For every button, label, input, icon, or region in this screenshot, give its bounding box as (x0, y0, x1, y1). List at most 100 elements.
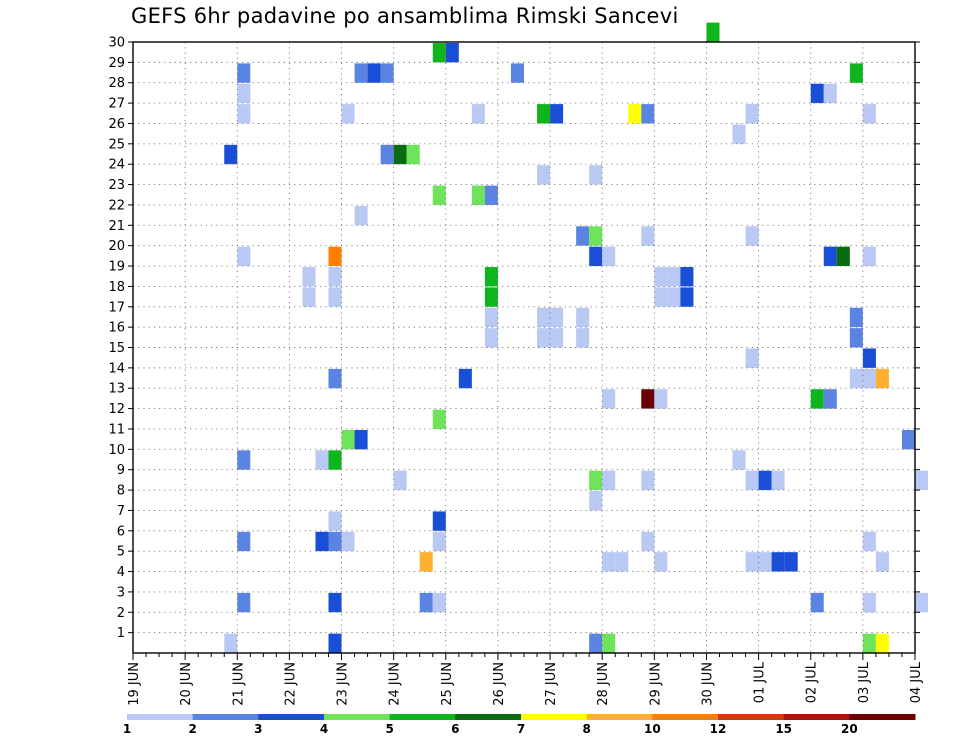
heatmap-cell (471, 104, 485, 124)
y-tick-label: 30 (108, 36, 125, 51)
heatmap-cell (771, 552, 785, 572)
y-tick-label: 23 (108, 178, 125, 193)
x-tick-label: 19 JUN (127, 662, 142, 706)
heatmap-cell (237, 531, 251, 552)
heatmap-cell (667, 287, 681, 307)
heatmap-cell (237, 83, 251, 104)
heatmap-cell (432, 531, 446, 552)
heatmap-cell (654, 389, 668, 409)
x-tick-label: 30 JUN (700, 662, 715, 706)
heatmap-cell (328, 511, 342, 531)
y-tick-label: 13 (108, 382, 125, 397)
heatmap-cell (328, 633, 342, 653)
heatmap-cell (380, 63, 394, 83)
heatmap-cell (237, 63, 251, 83)
heatmap-cell (315, 450, 329, 470)
colorbar-label: 12 (710, 722, 727, 736)
heatmap-cell (328, 592, 342, 613)
colorbar-swatch (652, 714, 719, 720)
x-tick-label: 20 JUN (179, 662, 194, 706)
heatmap-cell (354, 63, 368, 83)
heatmap-cell (680, 267, 694, 287)
colorbar-label: 5 (385, 722, 393, 736)
heatmap-cell (576, 307, 590, 328)
heatmap-cell (576, 328, 590, 348)
heatmap-cell (862, 633, 876, 653)
heatmap-cell (237, 450, 251, 470)
heatmap-cell (406, 144, 420, 165)
heatmap-cell (915, 470, 929, 491)
heatmap-cell (602, 470, 616, 491)
heatmap-cell (849, 328, 863, 348)
x-tick-label: 02 JUL (805, 661, 820, 703)
heatmap-cell (745, 552, 759, 572)
heatmap-cell (484, 185, 498, 205)
heatmap-cell (589, 226, 603, 246)
heatmap-cell (849, 63, 863, 83)
heatmap-cell (341, 429, 355, 450)
heatmap-cell (862, 246, 876, 267)
heatmap-cell (901, 429, 915, 450)
heatmap-cell (510, 63, 524, 83)
x-axis: 19 JUN 20 JUN 21 JUN 22 JUN 23 JUN 24 JUN 25 J… (127, 653, 924, 706)
y-tick-label: 2 (117, 606, 125, 621)
heatmap-cell (432, 185, 446, 205)
y-tick-label: 29 (108, 56, 125, 71)
y-tick-label: 27 (108, 97, 125, 112)
colorbar-swatch (521, 714, 588, 720)
heatmap-cell (432, 409, 446, 429)
heatmap-cell (328, 287, 342, 307)
heatmap-cell (550, 307, 564, 328)
heatmap-cell (849, 368, 863, 389)
heatmap-cell (732, 450, 746, 470)
x-tick-label: 03 JUL (857, 661, 872, 703)
heatmap-cell (550, 104, 564, 124)
y-tick-label: 28 (108, 76, 125, 91)
y-tick-label: 25 (108, 137, 125, 152)
heatmap-cell (328, 368, 342, 389)
colorbar-label: 10 (644, 722, 661, 736)
heatmap-cell (758, 470, 772, 491)
heatmap-cell (341, 531, 355, 552)
heatmap-cell (432, 592, 446, 613)
y-tick-label: 4 (117, 565, 125, 580)
heatmap-cell (615, 552, 629, 572)
x-tick-label: 28 JUN (596, 662, 611, 706)
colorbar: 1 2 3 4 5 6 7 8 10 12 15 20 (123, 714, 916, 736)
x-tick-label: 22 JUN (283, 662, 298, 706)
y-tick-label: 15 (108, 341, 125, 356)
heatmap-cell (341, 104, 355, 124)
heatmap-cell (849, 307, 863, 328)
heatmap-cell (432, 511, 446, 531)
heatmap-cell (654, 287, 668, 307)
heatmap-cell (237, 104, 251, 124)
y-tick-label: 18 (108, 280, 125, 295)
heatmap-cell (862, 104, 876, 124)
heatmap-cells (224, 22, 929, 653)
heatmap-cell (393, 470, 407, 491)
heatmap-cell (862, 592, 876, 613)
heatmap-cell (589, 491, 603, 511)
y-tick-label: 21 (108, 219, 125, 234)
y-tick-label: 11 (108, 422, 125, 437)
colorbar-label: 4 (320, 722, 328, 736)
heatmap-cell (602, 246, 616, 267)
colorbar-swatch (389, 714, 456, 720)
heatmap-cell (823, 389, 837, 409)
chart-title: GEFS 6hr padavine po ansamblima Rimski S… (131, 4, 679, 28)
colorbar-label: 7 (517, 722, 525, 736)
colorbar-swatch (258, 714, 325, 720)
heatmap-cell (328, 246, 342, 267)
y-tick-label: 16 (108, 321, 125, 336)
heatmap-cell (419, 592, 433, 613)
heatmap-cell (537, 165, 551, 185)
x-tick-label: 25 JUN (440, 662, 455, 706)
colorbar-label: 6 (451, 722, 459, 736)
heatmap-cell (862, 368, 876, 389)
heatmap-cell (875, 552, 889, 572)
y-tick-label: 3 (117, 585, 125, 600)
heatmap-cell (367, 63, 381, 83)
heatmap-cell (224, 633, 238, 653)
heatmap-cell (589, 633, 603, 653)
heatmap-cell (641, 104, 655, 124)
